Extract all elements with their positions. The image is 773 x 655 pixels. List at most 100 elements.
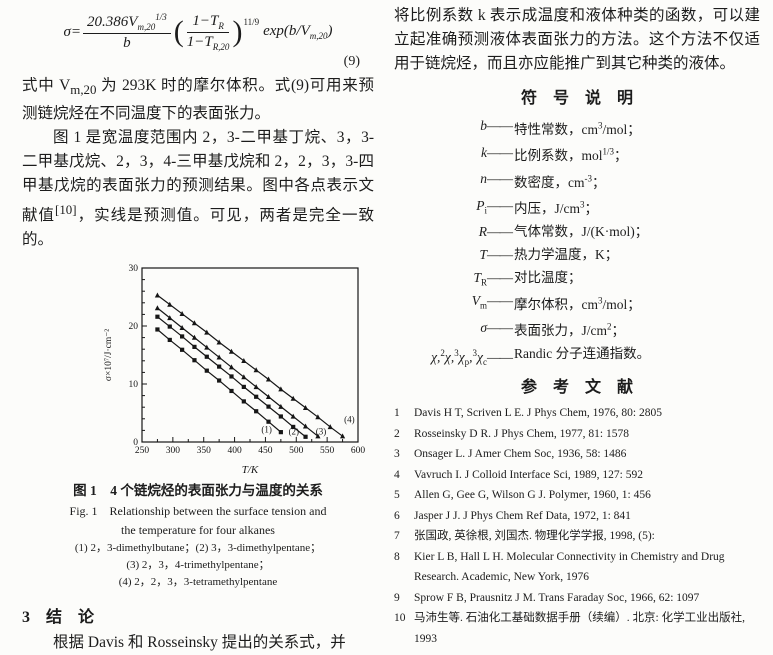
- reference-list: 1 Davis H T, Scriven L E. J Phys Chem, 19…: [394, 403, 760, 649]
- svg-text:350: 350: [197, 446, 212, 456]
- caption-line: 图 1 4 个链烷烃的表面张力与温度的关系: [73, 483, 323, 499]
- symbol-name: b——: [480, 118, 513, 133]
- svg-text:20: 20: [129, 322, 139, 332]
- right-paragraph: 将比例系数 k 表示成温度和液体种类的函数，可以建立起准确预测液体表面张力的方法…: [394, 7, 760, 72]
- right-column: 将比例系数 k 表示成温度和液体种类的函数，可以建立起准确预测液体表面张力的方法…: [394, 4, 760, 649]
- equation-inner-fraction: 1−TR 1−TR,20: [186, 13, 230, 52]
- symbol-name: n——: [480, 171, 513, 186]
- reference-item: 2 Rosseinsky D R. J Phys Chem, 1977, 81: …: [394, 424, 760, 445]
- reference-text: Allen G, Gee G, Wilson G J. Polymer, 196…: [414, 489, 651, 501]
- series-label: (3): [316, 427, 327, 437]
- svg-text:550: 550: [320, 446, 335, 456]
- symbol-row: TR—— 对比温度；: [394, 266, 760, 289]
- series-label: (4): [344, 415, 355, 425]
- symbol-row: χ,2χ,3χp,3χc—— Randic 分子连通指数。: [394, 342, 760, 367]
- reference-number: 8: [394, 550, 400, 563]
- reference-number: 2: [394, 427, 400, 440]
- reference-number: 1: [394, 407, 400, 419]
- symbol-description: 气体常数，J/(K·mol)；: [514, 224, 649, 239]
- caption-line: (3) 2，3，4-trimethylpentane；: [126, 559, 270, 572]
- reference-item: 1 Davis H T, Scriven L E. J Phys Chem, 19…: [394, 403, 760, 424]
- symbol-name: Vm——: [471, 293, 513, 311]
- symbol-description: 特性常数，cm3/mol；: [514, 120, 641, 137]
- reference-item: 4 Vavruch I. J Colloid Interface Sci, 198…: [394, 465, 760, 486]
- reference-text: Kier L B, Hall L H. Molecular Connectivi…: [414, 550, 725, 584]
- symbol-name: Pi——: [476, 197, 513, 216]
- surface-tension-chart: 250 300 350 400 450 500 550 600 0 10 20 30 T/K σ×10⁷/…: [104, 264, 366, 476]
- equation-number: (9): [343, 54, 360, 69]
- reference-text: 张国政, 英徐根, 刘国杰. 物理化学学报, 1998, (5):: [414, 530, 655, 542]
- equation-inner-numerator: 1−TR: [186, 13, 230, 33]
- symbol-name: R——: [478, 224, 513, 239]
- svg-text:300: 300: [166, 446, 181, 456]
- figure-caption: 图 1 4 个链烷烃的表面张力与温度的关系 Fig. 1 Relationship…: [22, 480, 374, 591]
- figure-chart: 250 300 350 400 450 500 550 600 0 10 20 30 T/K σ×10⁷/…: [100, 258, 374, 478]
- reference-text: 马沛生等. 石油化工基础数据手册（续编）. 北京: 化学工业出版社, 1993: [414, 612, 745, 645]
- svg-text:30: 30: [129, 264, 139, 274]
- equation-main-denominator: b: [123, 35, 131, 51]
- caption-line: the temperature for four alkanes: [121, 523, 275, 538]
- caption-line: Fig. 1 Relationship between the surface …: [69, 504, 327, 519]
- symbol-description: Randic 分子连通指数。: [514, 346, 651, 361]
- reference-number: 3: [394, 448, 400, 460]
- reference-number: 5: [394, 489, 400, 501]
- y-axis-label: σ×10⁷/J·cm⁻²: [104, 329, 114, 381]
- conclusion-heading: 3 结 论: [22, 609, 95, 627]
- svg-text:0: 0: [133, 438, 138, 448]
- series-line: [157, 295, 343, 437]
- reference-text: Vavruch I. J Colloid Interface Sci, 1989…: [414, 468, 643, 481]
- reference-item: 6 Jasper J J. J Phys Chem Ref Data, 1972,…: [394, 506, 760, 527]
- svg-text:250: 250: [135, 446, 150, 456]
- equation-outer-exponent: 11/9: [243, 17, 260, 27]
- figure-1: 250 300 350 400 450 500 550 600 0 10 20 30 T/K σ×10⁷/…: [100, 258, 374, 478]
- symbol-row: k—— 比例系数，mol1/3；: [394, 141, 760, 168]
- equation-exp-tail: exp(b/Vm,20): [263, 23, 333, 41]
- close-paren: ): [232, 15, 243, 48]
- open-paren: (: [173, 15, 184, 48]
- reference-item: 10 马沛生等. 石油化工基础数据手册（续编）. 北京: 化学工业出版社, 199…: [394, 608, 760, 649]
- symbol-row: σ—— 表面张力，J/cm2；: [394, 316, 760, 343]
- symbol-row: b—— 特性常数，cm3/mol；: [394, 114, 760, 141]
- equation-9: σ= 20.386Vm,201/3 b ( 1−TR 1−TR,20 ) 11/…: [22, 12, 374, 52]
- reference-number: 4: [394, 468, 400, 481]
- svg-text:10: 10: [129, 380, 139, 390]
- symbol-description: 数密度，cm-3；: [514, 173, 606, 190]
- symbol-name: χ,2χ,3χp,3χc——: [431, 348, 513, 368]
- svg-text:500: 500: [289, 446, 304, 456]
- x-axis-label: T/K: [242, 464, 259, 476]
- reference-text: Jasper J J. J Phys Chem Ref Data, 1972, …: [414, 509, 631, 522]
- reference-item: 8 Kier L B, Hall L H. Molecular Connectiv…: [394, 547, 760, 588]
- symbol-description: 内压，J/cm3；: [514, 199, 598, 217]
- reference-number: 7: [394, 530, 400, 542]
- paragraph-after-equation: 式中 Vm,20 为 293K 时的摩尔体积。式(9)可用来预测链烷烃在不同温度…: [22, 77, 374, 123]
- equation-main-numerator: 20.386Vm,201/3: [83, 12, 171, 34]
- left-column: σ= 20.386Vm,201/3 b ( 1−TR 1−TR,20 ) 11/…: [22, 6, 374, 655]
- series-label: (2): [289, 427, 300, 437]
- reference-item: 5 Allen G, Gee G, Wilson G J. Polymer, 19…: [394, 485, 760, 506]
- symbol-row: T—— 热力学温度，K；: [394, 243, 760, 266]
- symbol-row: n—— 数密度，cm-3；: [394, 167, 760, 194]
- symbol-row: Pi—— 内压，J/cm3；: [394, 194, 760, 221]
- symbols-heading: 符 号 说 明: [520, 90, 633, 107]
- symbol-name: σ——: [480, 319, 513, 335]
- reference-item: 7 张国政, 英徐根, 刘国杰. 物理化学学报, 1998, (5):: [394, 526, 760, 547]
- caption-line: (1) 2，3-dimethylbutane；(2) 3，3-dimethylp…: [74, 542, 322, 555]
- reference-text: Onsager L. J Amer Chem Soc, 1936, 58: 14…: [414, 448, 627, 460]
- symbol-name: k——: [481, 144, 513, 160]
- references-heading: 参 考 文 献: [520, 379, 633, 396]
- reference-number: 6: [394, 509, 400, 522]
- reference-item: 3 Onsager L. J Amer Chem Soc, 1936, 58: 1…: [394, 444, 760, 465]
- symbol-list: b—— 特性常数，cm3/mol； k—— 比例系数，mol1/3； n—— 数密度，cm…: [394, 114, 760, 367]
- caption-line: (4) 2，2，3，3-tetramethylpentane: [118, 576, 278, 589]
- symbol-description: 热力学温度，K；: [514, 247, 619, 262]
- conclusion-paragraph: 根据 Davis 和 Rosseinsky 提出的关系式，并: [53, 634, 346, 652]
- symbol-row: R—— 气体常数，J/(K·mol)；: [394, 220, 760, 243]
- svg-text:600: 600: [351, 446, 366, 456]
- symbol-description: 对比温度；: [514, 270, 582, 285]
- symbol-name: T——: [479, 247, 513, 262]
- symbol-name: TR——: [473, 270, 513, 288]
- reference-item: 9 Sprow F B, Prausnitz J M. Trans Faraday…: [394, 588, 760, 609]
- reference-text: Rosseinsky D R. J Phys Chem, 1977, 81: 1…: [414, 427, 630, 440]
- reference-number: 9: [394, 591, 400, 604]
- equation-inner-denominator: 1−TR,20: [186, 33, 230, 52]
